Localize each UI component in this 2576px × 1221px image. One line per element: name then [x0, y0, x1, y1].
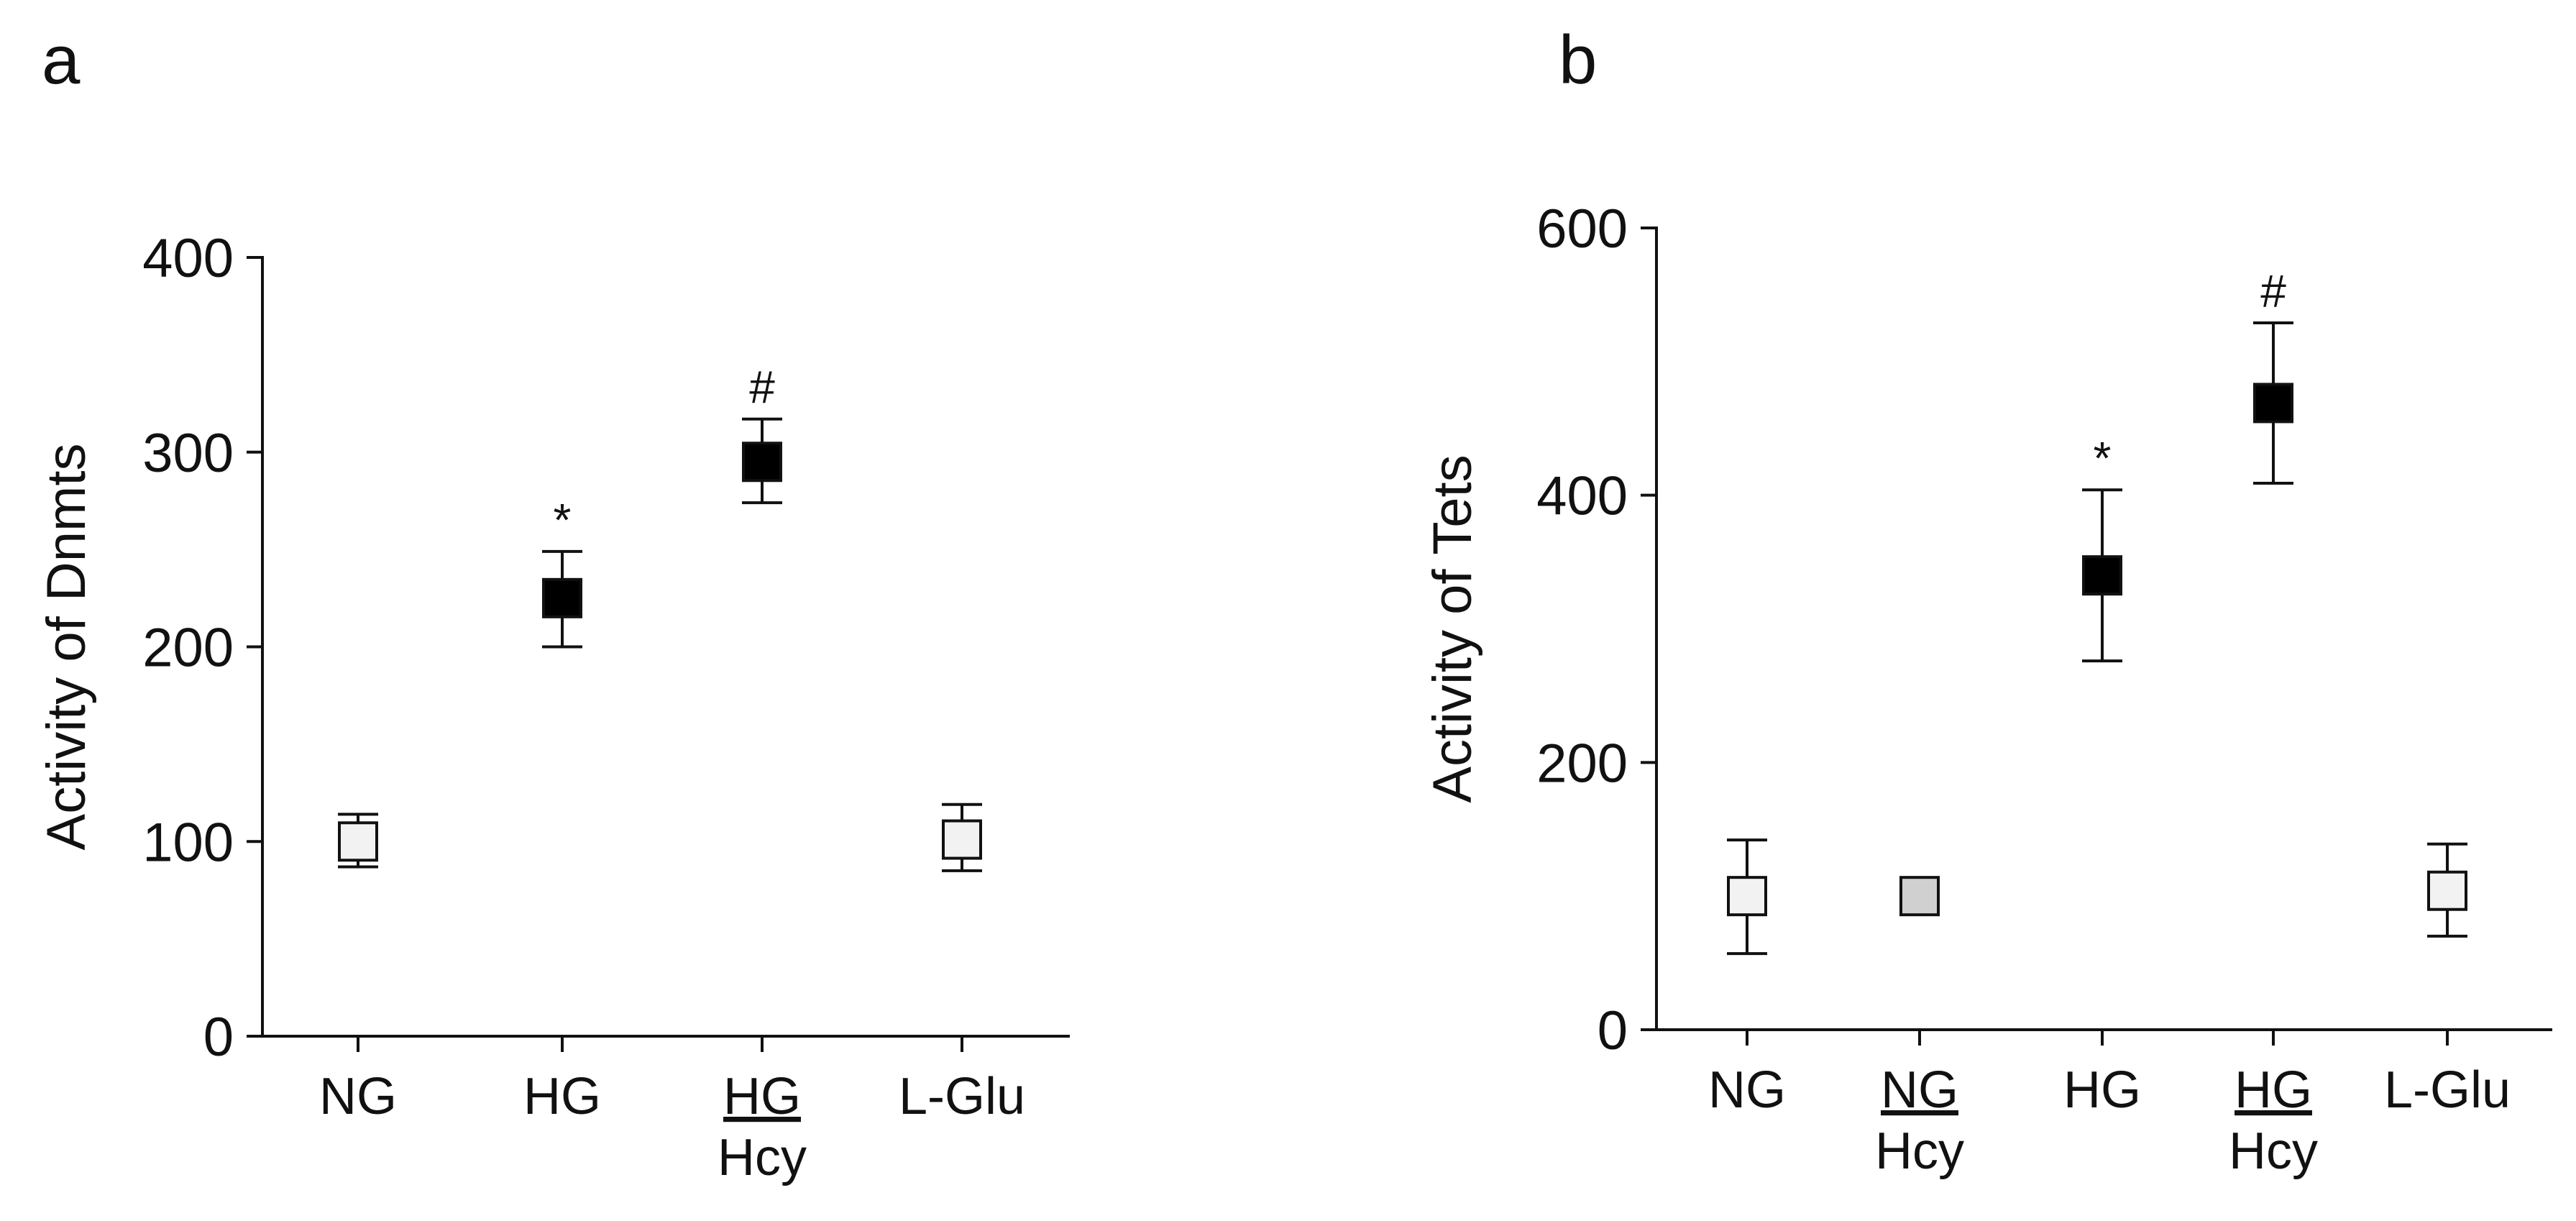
panel-b-data-point [2427, 870, 2467, 911]
panel-a-data-point [742, 442, 782, 483]
panel-a-category-label: HG [723, 1068, 801, 1125]
panel-b-category-label: NG [1881, 1061, 1958, 1119]
panel-a-category-label: L-Glu [899, 1068, 1025, 1125]
panel-b-y-tick-label: 0 [1598, 1000, 1628, 1061]
panel-b-data-point [1899, 876, 1940, 917]
panel-a-category-label: NG [319, 1068, 397, 1125]
panel-b-y-axis-title: Activity of Tets [1422, 454, 1483, 802]
panel-b-data-point [2082, 555, 2122, 596]
panel-b-significance-marker: # [2260, 265, 2286, 317]
panel-a-significance-marker: # [749, 362, 775, 413]
panel-b-category-label: HG [2063, 1061, 2141, 1119]
panel-a-y-tick-label: 100 [142, 812, 234, 873]
panel-a-category-label-line2: Hcy [718, 1129, 807, 1186]
panel-b-data-point [2253, 383, 2293, 424]
panel-b-category-label: HG [2234, 1061, 2312, 1119]
panel-a-y-tick-label: 400 [142, 228, 234, 289]
panel-a-category-label: HG [523, 1068, 601, 1125]
panel-b-category-label: NG [1708, 1061, 1786, 1119]
panel-a-y-tick-label: 200 [142, 618, 234, 679]
panel-a-data-point [338, 821, 378, 862]
panel-b-category-label-line2: Hcy [2229, 1122, 2318, 1180]
panel-a-y-tick-label: 300 [142, 423, 234, 484]
panel-a-letter: a [42, 22, 81, 99]
panel-b-letter: b [1559, 22, 1597, 99]
panel-a-data-point [942, 819, 982, 860]
panel-b-y-tick-label: 200 [1536, 733, 1628, 794]
panel-b-category-label: L-Glu [2384, 1061, 2511, 1119]
panel-b-y-tick-label: 400 [1536, 466, 1628, 527]
panel-b-y-tick-label: 600 [1536, 198, 1628, 260]
panel-b-category-label-line2: Hcy [1875, 1122, 1964, 1180]
panel-b-significance-marker: * [2094, 432, 2112, 484]
panel-a-data-point [542, 577, 582, 618]
panel-b-data-point [1727, 876, 1767, 917]
panel-a-significance-marker: * [554, 494, 572, 546]
panel-a-y-axis-title: Activity of Dnmts [36, 444, 97, 851]
panel-a-y-tick-label: 0 [203, 1007, 234, 1068]
